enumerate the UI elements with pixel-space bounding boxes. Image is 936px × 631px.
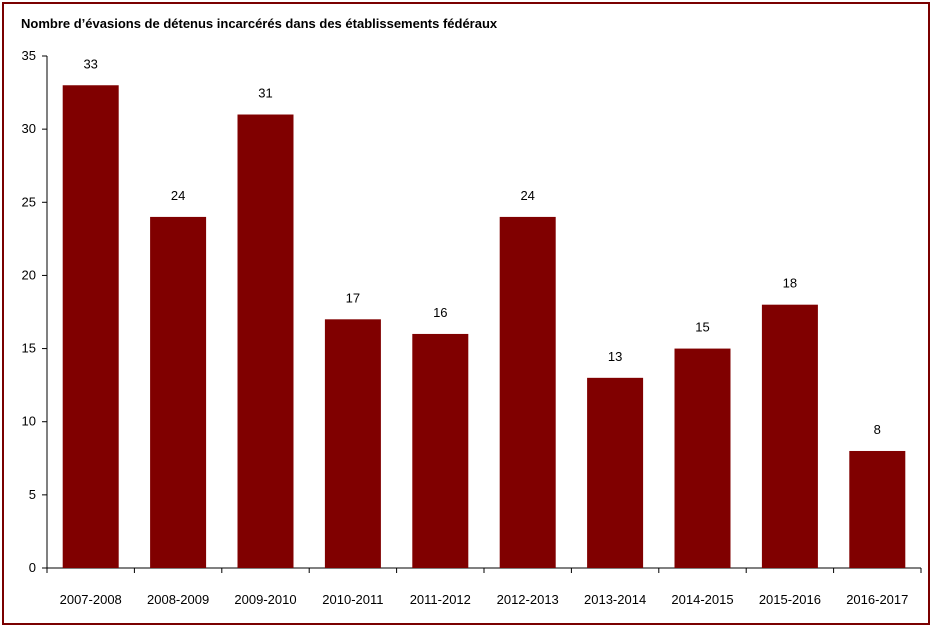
y-tick-label: 25: [22, 194, 36, 209]
data-label: 17: [346, 290, 360, 305]
y-tick-label: 5: [29, 487, 36, 502]
labels: 33 2007-2008 24 2008-2009 31 2009-2010 17 2010-…: [60, 56, 909, 607]
data-label: 15: [695, 320, 709, 335]
x-tick-label: 2015-2016: [759, 592, 821, 607]
bar-2007-2008: [62, 85, 119, 568]
bar-2010-2011: [324, 319, 381, 568]
bar-2016-2017: [849, 450, 906, 568]
chart-frame: [2, 2, 930, 625]
data-label: 8: [874, 422, 881, 437]
data-label: 33: [83, 56, 97, 71]
bar-2014-2015: [674, 348, 731, 568]
y-tick-label: 10: [22, 414, 36, 429]
bar-2015-2016: [761, 304, 818, 568]
x-tick-label: 2013-2014: [584, 592, 646, 607]
x-tick-label: 2009-2010: [234, 592, 296, 607]
bars: [62, 85, 906, 568]
data-label: 24: [171, 188, 185, 203]
data-label: 13: [608, 349, 622, 364]
y-tick-label: 0: [29, 560, 36, 575]
x-tick-label: 2014-2015: [671, 592, 733, 607]
y-tick-label: 15: [22, 341, 36, 356]
data-label: 18: [783, 276, 797, 291]
y-tick-label: 35: [22, 48, 36, 63]
x-tick-label: 2010-2011: [322, 592, 383, 607]
x-tick-label: 2016-2017: [846, 592, 908, 607]
x-tick-label: 2007-2008: [60, 592, 122, 607]
x-tick-label: 2012-2013: [497, 592, 559, 607]
bar-2008-2009: [150, 216, 207, 568]
bar-2013-2014: [587, 377, 644, 568]
bar-2009-2010: [237, 114, 294, 568]
x-tick-label: 2008-2009: [147, 592, 209, 607]
y-tick-label: 20: [22, 267, 36, 282]
data-label: 31: [258, 86, 272, 101]
bar-2011-2012: [412, 333, 469, 568]
data-label: 16: [433, 305, 447, 320]
data-label: 24: [520, 188, 534, 203]
y-tick-label: 30: [22, 121, 36, 136]
bar-2012-2013: [499, 216, 556, 568]
x-tick-label: 2011-2012: [410, 592, 471, 607]
chart-title: Nombre d’évasions de détenus incarcérés …: [21, 16, 498, 31]
